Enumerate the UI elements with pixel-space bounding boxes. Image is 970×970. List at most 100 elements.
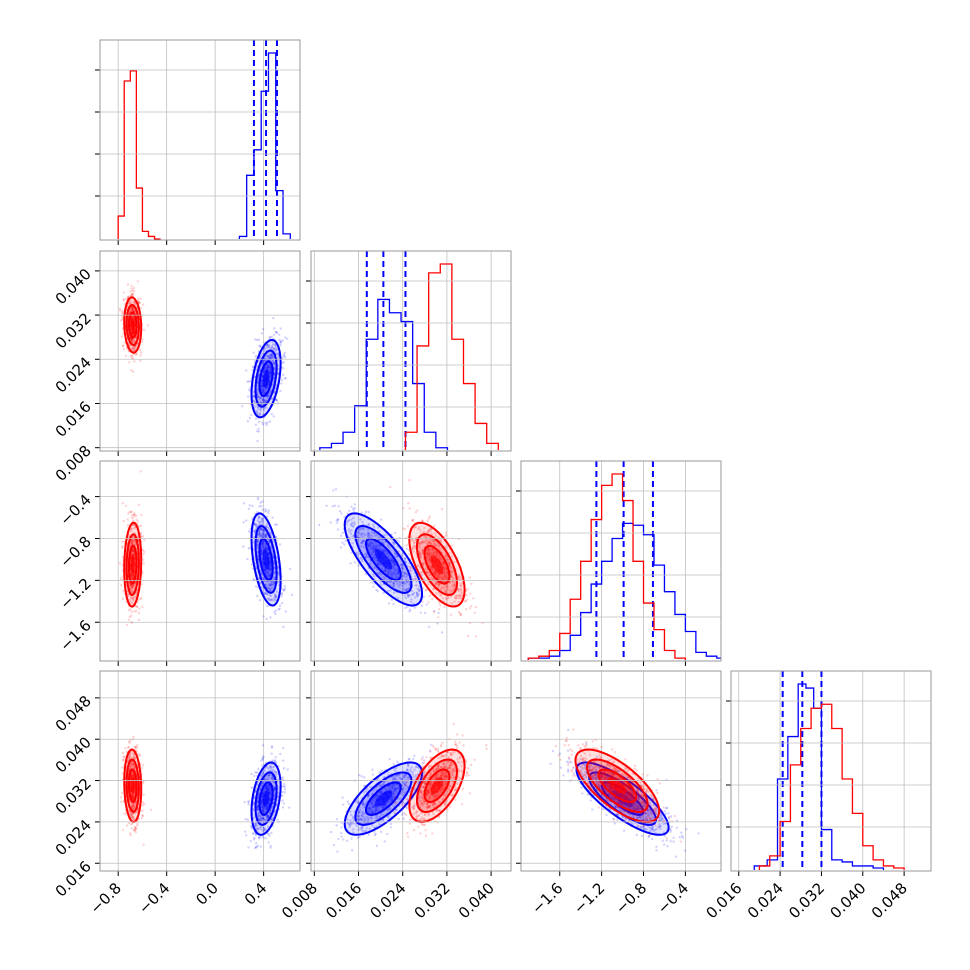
- scatter-point-blue: [350, 551, 353, 554]
- scatter-point-blue: [261, 744, 265, 747]
- scatter-point-red: [133, 347, 137, 350]
- scatter-point-red: [131, 519, 135, 522]
- scatter-point-blue: [255, 338, 259, 342]
- scatter-point-blue: [261, 549, 264, 552]
- scatter-point-red: [418, 552, 421, 556]
- scatter-point-blue: [405, 572, 408, 576]
- scatter-point-blue: [260, 543, 264, 546]
- scatter-point-red: [468, 592, 472, 595]
- scatter-point-red: [128, 510, 132, 514]
- scatter-point-blue: [270, 584, 273, 587]
- scatter-point-blue: [261, 544, 264, 548]
- scatter-point-blue: [401, 571, 405, 574]
- scatter-point-blue: [400, 566, 404, 570]
- scatter-point-blue: [266, 365, 269, 368]
- scatter-point-blue: [385, 552, 389, 555]
- scatter-point-blue: [261, 809, 264, 813]
- scatter-point-blue: [268, 583, 271, 587]
- scatter-point-blue: [387, 571, 390, 574]
- scatter-point-red: [137, 300, 140, 303]
- scatter-point-blue: [256, 826, 259, 829]
- scatter-point-blue: [268, 798, 271, 801]
- scatter-point-red: [458, 593, 462, 597]
- scatter-point-red: [421, 600, 424, 604]
- scatter-point-blue: [351, 524, 354, 528]
- scatter-point-red: [133, 339, 136, 343]
- scatter-point-blue: [263, 570, 267, 573]
- scatter-point-red: [433, 541, 436, 545]
- scatter-point-blue: [370, 547, 373, 551]
- scatter-point-blue: [367, 532, 370, 535]
- scatter-point-blue: [367, 544, 370, 547]
- scatter-point-red: [121, 344, 124, 348]
- scatter-point-red: [139, 596, 143, 600]
- scatter-point-blue: [367, 532, 370, 535]
- histogram-blue: [527, 522, 721, 660]
- scatter-point-blue: [256, 539, 260, 542]
- scatter-point-blue: [272, 759, 275, 762]
- scatter-point-blue: [410, 598, 413, 601]
- scatter-point-blue: [272, 769, 275, 772]
- scatter-point-blue: [261, 385, 264, 389]
- scatter-point-blue: [256, 554, 260, 557]
- scatter-point-red: [434, 571, 437, 575]
- scatter-point-red: [457, 589, 460, 593]
- scatter-point-red: [452, 580, 455, 584]
- scatter-point-red: [432, 571, 435, 575]
- scatter-point-red: [131, 578, 135, 581]
- scatter-point-red: [128, 301, 132, 304]
- scatter-point-blue: [264, 769, 267, 773]
- scatter-point-blue: [422, 595, 425, 598]
- scatter-point-red: [389, 485, 392, 489]
- scatter-point-blue: [402, 582, 405, 585]
- scatter-point-red: [465, 594, 468, 597]
- scatter-point-red: [142, 552, 145, 556]
- scatter-point-blue: [246, 395, 250, 398]
- scatter-point-blue: [266, 586, 270, 590]
- scatter-point-blue: [272, 316, 275, 320]
- scatter-point-red: [130, 539, 133, 543]
- scatter-point-red: [132, 330, 135, 334]
- scatter-point-blue: [391, 575, 394, 578]
- scatter-point-blue: [406, 580, 409, 584]
- scatter-point-blue: [267, 365, 271, 369]
- scatter-point-blue: [254, 585, 258, 588]
- scatter-point-blue: [269, 371, 272, 374]
- scatter-point-blue: [263, 569, 267, 572]
- scatter-point-blue: [399, 580, 402, 584]
- scatter-point-blue: [348, 518, 351, 522]
- scatter-point-red: [142, 558, 145, 561]
- scatter-point-blue: [281, 373, 285, 376]
- scatter-point-blue: [241, 404, 244, 408]
- scatter-point-blue: [275, 771, 278, 774]
- scatter-point-blue: [263, 807, 267, 811]
- density-contour-red: [430, 555, 444, 575]
- panel-content: [118, 280, 289, 443]
- scatter-point-red: [468, 607, 472, 610]
- scatter-point-blue: [257, 836, 261, 840]
- scatter-point-blue: [283, 356, 287, 359]
- scatter-point-blue: [270, 580, 273, 583]
- scatter-point-blue: [387, 602, 391, 605]
- scatter-point-red: [132, 316, 135, 319]
- scatter-point-blue: [264, 591, 268, 595]
- scatter-point-red: [437, 616, 440, 619]
- scatter-point-blue: [364, 533, 367, 537]
- scatter-point-red: [132, 584, 136, 587]
- scatter-point-red: [429, 552, 433, 555]
- scatter-point-blue: [267, 783, 270, 787]
- scatter-point-blue: [261, 557, 264, 560]
- scatter-point-red: [128, 344, 132, 347]
- scatter-point-red: [133, 595, 136, 599]
- scatter-point-blue: [349, 523, 353, 527]
- scatter-point-red: [137, 297, 140, 300]
- scatter-point-blue: [257, 430, 261, 433]
- scatter-point-blue: [414, 578, 417, 581]
- scatter-point-blue: [262, 397, 266, 400]
- panel-content: [527, 461, 721, 661]
- scatter-point-red: [130, 354, 134, 358]
- scatter-point-blue: [371, 573, 375, 576]
- scatter-point-blue: [283, 351, 287, 355]
- scatter-point-red: [131, 578, 135, 581]
- scatter-point-red: [123, 592, 126, 595]
